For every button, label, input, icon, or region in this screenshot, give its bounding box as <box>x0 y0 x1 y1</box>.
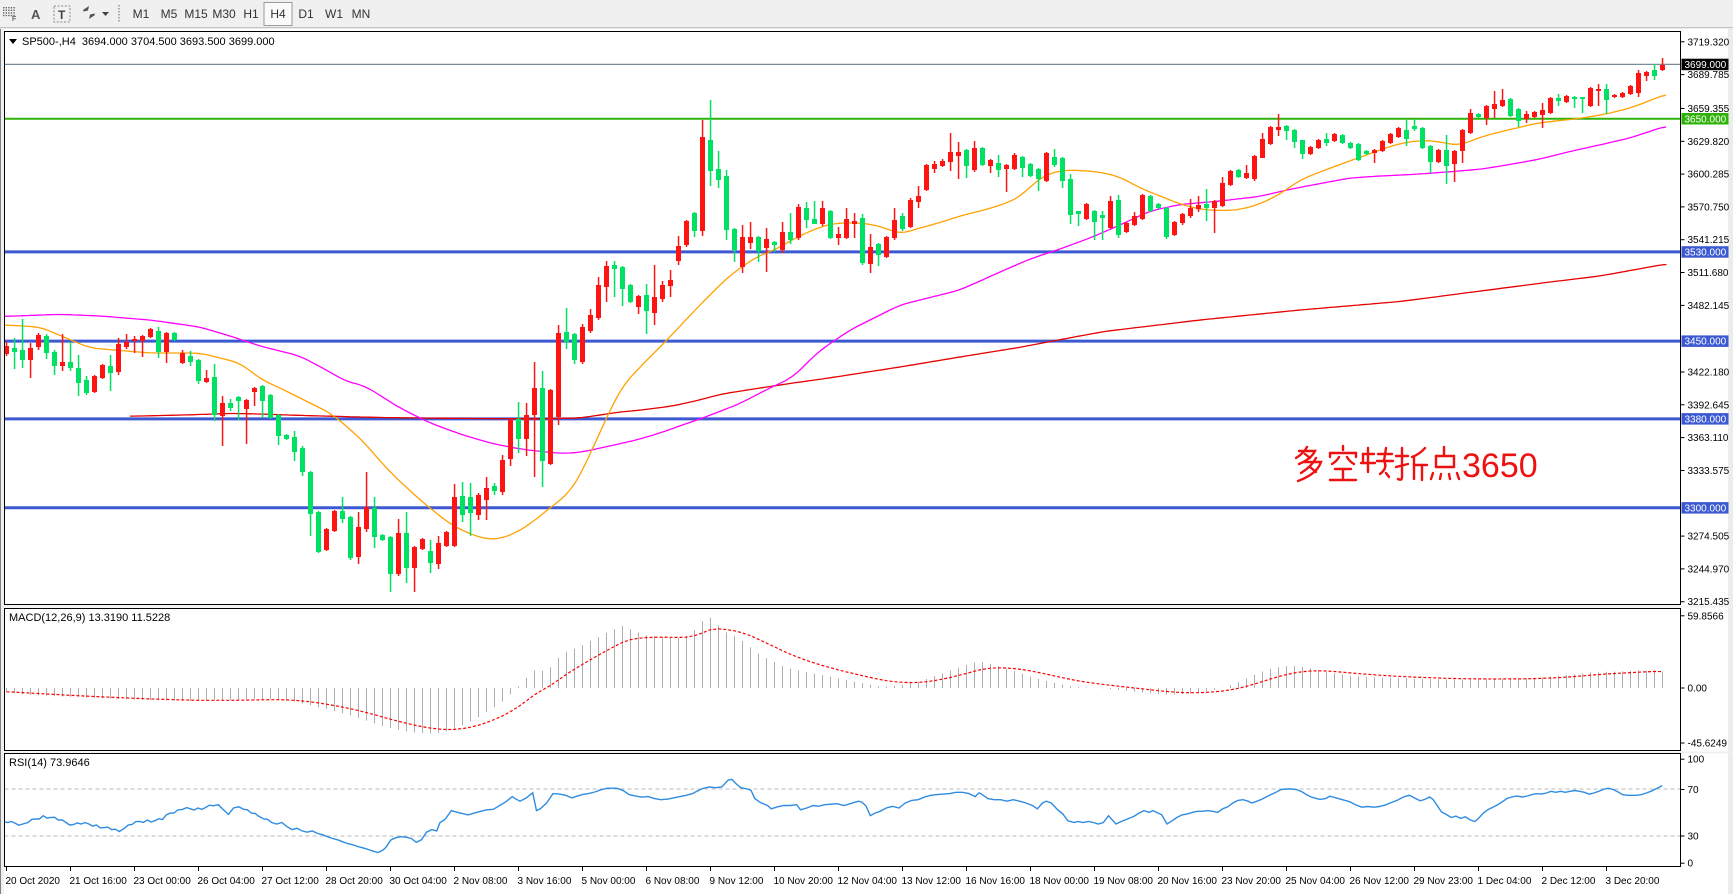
svg-text:29 Nov 23:00: 29 Nov 23:00 <box>1414 876 1474 887</box>
svg-text:3333.575: 3333.575 <box>1688 466 1730 477</box>
svg-text:M5: M5 <box>161 7 178 21</box>
svg-text:M30: M30 <box>212 7 236 21</box>
svg-text:16 Nov 16:00: 16 Nov 16:00 <box>966 876 1026 887</box>
svg-text:100: 100 <box>1688 755 1705 766</box>
svg-text:70: 70 <box>1688 785 1700 796</box>
svg-text:3650.000: 3650.000 <box>1685 114 1727 125</box>
svg-text:30: 30 <box>1688 832 1700 843</box>
svg-text:3 Dec 20:00: 3 Dec 20:00 <box>1606 876 1660 887</box>
svg-text:RSI(14) 73.9646: RSI(14) 73.9646 <box>9 757 90 769</box>
svg-text:3300.000: 3300.000 <box>1685 503 1727 514</box>
svg-text:3363.110: 3363.110 <box>1688 433 1729 444</box>
svg-text:12 Nov 04:00: 12 Nov 04:00 <box>838 876 898 887</box>
svg-text:26 Oct 04:00: 26 Oct 04:00 <box>198 876 256 887</box>
svg-text:26 Nov 12:00: 26 Nov 12:00 <box>1350 876 1410 887</box>
svg-text:3450.000: 3450.000 <box>1685 337 1727 348</box>
svg-text:5 Nov 00:00: 5 Nov 00:00 <box>582 876 636 887</box>
svg-text:19 Nov 08:00: 19 Nov 08:00 <box>1094 876 1154 887</box>
svg-text:18 Nov 00:00: 18 Nov 00:00 <box>1030 876 1090 887</box>
svg-text:3380.000: 3380.000 <box>1685 415 1727 426</box>
svg-text:3530.000: 3530.000 <box>1685 248 1727 259</box>
svg-text:20 Nov 16:00: 20 Nov 16:00 <box>1158 876 1218 887</box>
svg-text:3689.785: 3689.785 <box>1688 70 1730 81</box>
svg-text:3 Nov 16:00: 3 Nov 16:00 <box>518 876 572 887</box>
svg-text:30 Oct 04:00: 30 Oct 04:00 <box>390 876 448 887</box>
svg-text:25 Nov 04:00: 25 Nov 04:00 <box>1286 876 1346 887</box>
svg-text:T: T <box>58 8 66 22</box>
svg-text:6 Nov 08:00: 6 Nov 08:00 <box>646 876 700 887</box>
svg-text:3274.505: 3274.505 <box>1688 532 1730 543</box>
svg-text:9 Nov 12:00: 9 Nov 12:00 <box>710 876 764 887</box>
svg-text:20 Oct 2020: 20 Oct 2020 <box>6 876 61 887</box>
svg-text:13 Nov 12:00: 13 Nov 12:00 <box>902 876 962 887</box>
svg-text:59.8566: 59.8566 <box>1688 611 1725 622</box>
svg-text:2 Nov 08:00: 2 Nov 08:00 <box>454 876 508 887</box>
svg-text:3511.680: 3511.680 <box>1688 268 1729 279</box>
svg-text:3392.645: 3392.645 <box>1688 400 1730 411</box>
svg-text:-45.6249: -45.6249 <box>1688 739 1728 750</box>
svg-text:28 Oct 20:00: 28 Oct 20:00 <box>326 876 384 887</box>
svg-text:10 Nov 20:00: 10 Nov 20:00 <box>774 876 834 887</box>
svg-text:23 Nov 20:00: 23 Nov 20:00 <box>1222 876 1282 887</box>
svg-text:3541.215: 3541.215 <box>1688 235 1730 246</box>
svg-text:2 Dec 12:00: 2 Dec 12:00 <box>1542 876 1596 887</box>
svg-text:1 Dec 04:00: 1 Dec 04:00 <box>1478 876 1532 887</box>
svg-text:M1: M1 <box>133 7 150 21</box>
svg-text:3629.820: 3629.820 <box>1688 137 1730 148</box>
svg-text:3244.970: 3244.970 <box>1688 564 1730 575</box>
svg-text:0.00: 0.00 <box>1688 684 1708 695</box>
svg-text:D1: D1 <box>298 7 314 21</box>
svg-text:F: F <box>12 16 16 23</box>
svg-text:3719.320: 3719.320 <box>1688 37 1730 48</box>
svg-text:3422.180: 3422.180 <box>1688 368 1730 379</box>
svg-text:W1: W1 <box>325 7 343 21</box>
svg-text:23 Oct 00:00: 23 Oct 00:00 <box>134 876 192 887</box>
svg-text:3600.285: 3600.285 <box>1688 170 1730 181</box>
svg-text:MN: MN <box>352 7 371 21</box>
svg-text:3699.000: 3699.000 <box>1685 60 1727 71</box>
svg-text:H1: H1 <box>243 7 259 21</box>
svg-text:MACD(12,26,9) 13.3190 11.5228: MACD(12,26,9) 13.3190 11.5228 <box>9 612 170 624</box>
svg-text:3659.355: 3659.355 <box>1688 104 1730 115</box>
svg-text:27 Oct 12:00: 27 Oct 12:00 <box>262 876 320 887</box>
svg-text:H4: H4 <box>270 7 286 21</box>
svg-text:3570.750: 3570.750 <box>1688 202 1730 213</box>
svg-text:M15: M15 <box>184 7 208 21</box>
svg-text:0: 0 <box>1688 859 1694 870</box>
svg-text:3650: 3650 <box>1462 447 1538 485</box>
svg-text:A: A <box>31 7 41 22</box>
svg-text:3215.435: 3215.435 <box>1688 597 1730 608</box>
svg-text:3482.145: 3482.145 <box>1688 301 1730 312</box>
svg-text:21 Oct 16:00: 21 Oct 16:00 <box>70 876 128 887</box>
svg-text:SP500-,H4 3694.000 3704.500 3: SP500-,H4 3694.000 3704.500 3693.500 369… <box>22 36 275 48</box>
